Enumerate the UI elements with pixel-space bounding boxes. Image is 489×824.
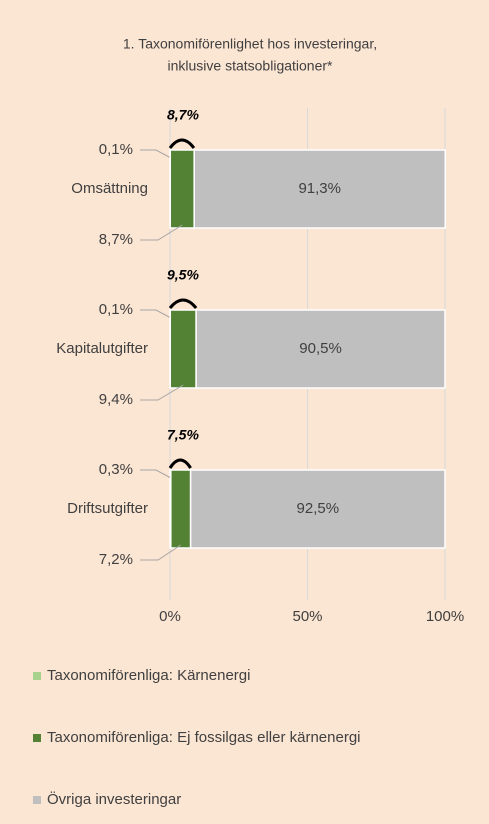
value-label: 9,4% [99,391,133,408]
chart-title: inklusive statsobligationer* [168,58,334,74]
leader-line [140,309,172,319]
value-label: 90,5% [299,340,342,357]
leader-line [140,469,172,479]
x-tick-label: 100% [426,608,464,625]
value-label: 0,1% [99,141,133,158]
total-bracket [168,298,198,309]
total-bracket [168,138,196,149]
legend-swatch [33,672,41,680]
chart-title: 1. Taxonomiförenlighet hos investeringar… [123,36,377,52]
value-label: 0,1% [99,301,133,318]
value-label: 91,3% [298,180,341,197]
x-tick-label: 0% [159,608,181,625]
leader-line [140,224,183,241]
bar-segment [189,469,446,549]
bar-segment [169,309,197,389]
bar-segment [195,309,446,389]
category-label: Driftsutgifter [67,500,148,517]
legend-label: Övriga investeringar [47,790,181,808]
leader-line [140,544,182,561]
total-bracket [168,458,192,469]
total-label: 8,7% [167,107,199,123]
x-tick-label: 50% [292,608,322,625]
bar-segment [193,149,447,229]
total-label: 9,5% [167,267,199,283]
category-label: Omsättning [71,180,148,197]
value-label: 92,5% [297,500,340,517]
leader-line [140,149,172,159]
legend-label: Taxonomiförenliga: Kärnenergi [47,667,250,684]
leader-line [140,384,184,401]
legend-label: Taxonomiförenliga: Ej fossilgas eller kä… [47,729,361,746]
total-label: 7,5% [167,427,199,443]
category-label: Kapitalutgifter [56,340,148,357]
value-label: 8,7% [99,231,133,248]
bar-segment [169,149,195,229]
value-label: 0,3% [99,461,133,478]
legend-swatch [33,796,41,804]
bar-segment [170,469,192,549]
value-label: 7,2% [99,551,133,568]
legend-swatch [33,734,41,742]
